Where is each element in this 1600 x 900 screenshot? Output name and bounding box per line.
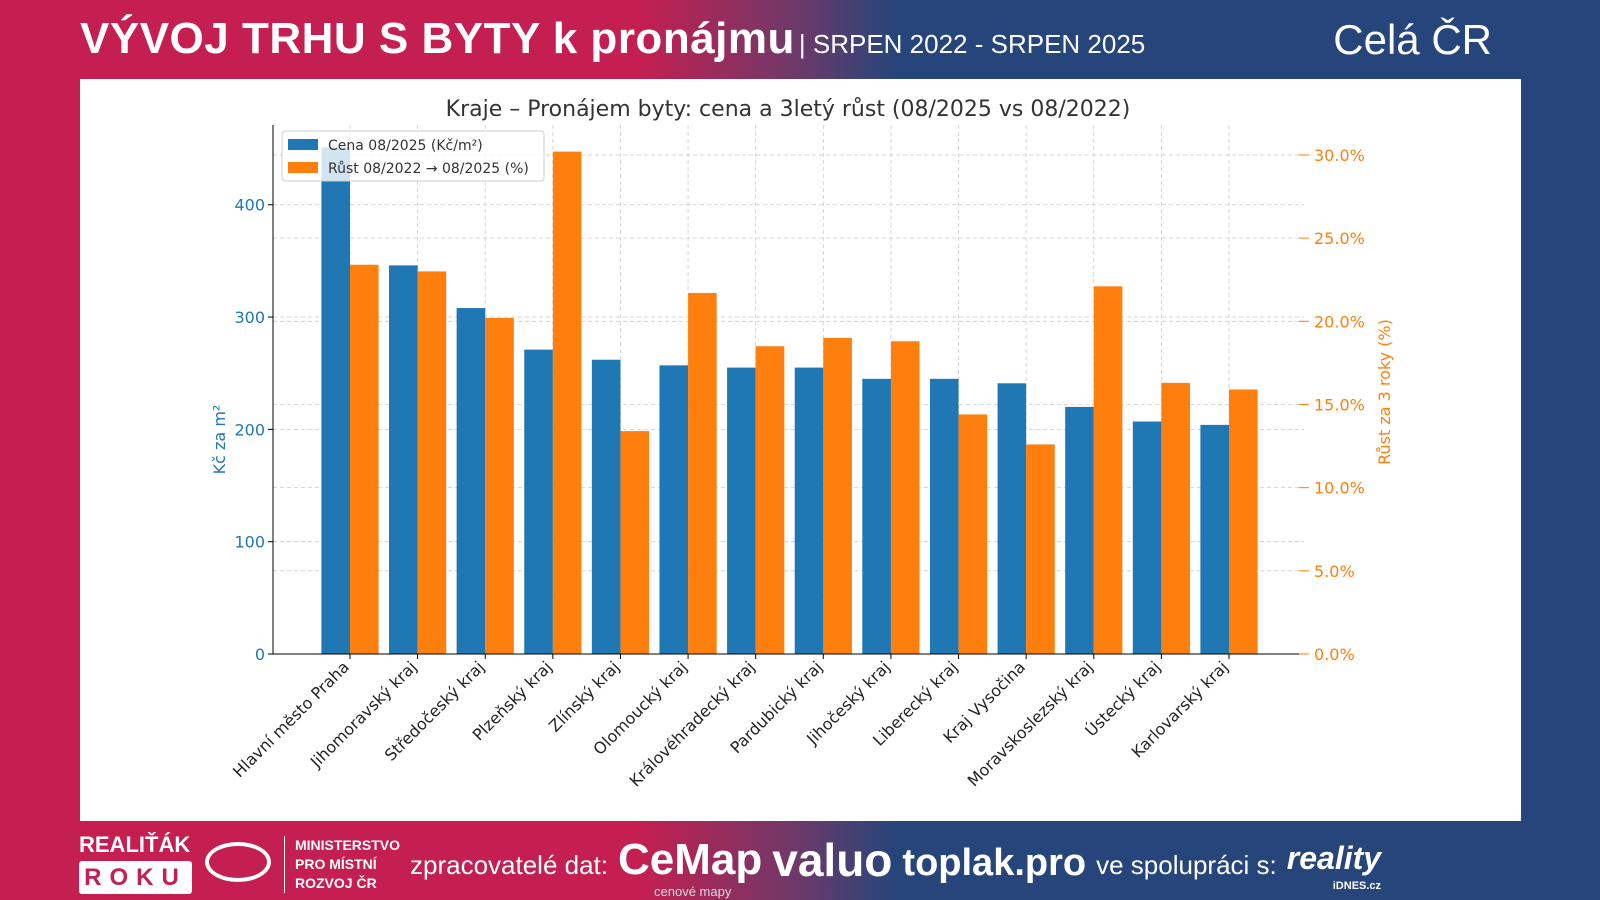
- bar-price: [929, 378, 959, 654]
- realitak-logo: REALIŤÁK: [79, 832, 191, 857]
- bar-growth: [620, 431, 650, 654]
- footer: REALIŤÁK ROKU MINISTERSTVO PRO MÍSTNÍ RO…: [0, 830, 1600, 900]
- mmr-line: PRO MÍSTNÍ: [295, 856, 377, 872]
- y2-tick-label: 10.0%: [1314, 479, 1365, 498]
- bar-growth: [755, 346, 785, 654]
- reality-block: reality iDNES.cz: [1287, 830, 1381, 900]
- chart-title: Kraje – Pronájem byty: cena a 3letý růst…: [446, 97, 1131, 122]
- bar-price: [591, 359, 621, 654]
- y2-tick-label: 5.0%: [1314, 562, 1355, 581]
- y2-tick-label: 30.0%: [1314, 146, 1365, 165]
- roku-badge: ROKU: [79, 861, 192, 894]
- footer-partners: zpracovatelé dat: CeMap cenové mapy valu…: [410, 830, 1381, 900]
- bar-growth: [1093, 286, 1123, 654]
- bar-growth: [688, 293, 717, 654]
- bar-price: [727, 367, 756, 654]
- y-tick-label: 400: [234, 196, 265, 215]
- y-tick-label: 100: [234, 533, 265, 552]
- bar-growth: [350, 264, 379, 654]
- bar-price: [1200, 424, 1229, 654]
- y2-tick-label: 25.0%: [1314, 229, 1365, 248]
- bar-growth: [485, 317, 514, 654]
- processors-label: zpracovatelé dat:: [410, 850, 609, 880]
- cemap-subtitle: cenové mapy: [654, 884, 732, 899]
- x-tick-label: Královéhradecký kraj: [626, 657, 759, 790]
- toplak-logo: toplak.pro: [902, 842, 1087, 884]
- idnes-label: iDNES.cz: [1332, 880, 1382, 892]
- mmr-text: MINISTERSTVO PRO MÍSTNÍ ROZVOJ ČR: [284, 836, 400, 893]
- bar-price: [659, 365, 689, 654]
- cemap-block: CeMap cenové mapy: [618, 830, 762, 900]
- y-tick-label: 300: [234, 308, 265, 327]
- reality-logo: reality: [1286, 840, 1382, 876]
- y2-tick-label: 20.0%: [1314, 312, 1365, 331]
- bar-growth: [417, 271, 447, 654]
- y-axis-label: Kč za m²: [210, 405, 229, 475]
- bar-price: [997, 383, 1027, 654]
- cemap-logo: CeMap: [618, 835, 763, 884]
- y2-tick-label: 15.0%: [1314, 395, 1365, 414]
- bar-price: [862, 378, 891, 654]
- bar-price: [794, 367, 824, 654]
- bar-price: [456, 308, 486, 654]
- mmr-logo-icon: [205, 842, 271, 882]
- bar-growth: [890, 341, 920, 654]
- bar-price: [389, 265, 418, 654]
- legend: [281, 130, 545, 182]
- bar-growth: [1161, 382, 1190, 654]
- bar-price: [1132, 421, 1162, 654]
- title-main: VÝVOJ TRHU S BYTY k pronájmu: [80, 14, 795, 63]
- valuo-logo: valuo: [772, 834, 893, 886]
- page-title: VÝVOJ TRHU S BYTY k pronájmu | SRPEN 2022…: [80, 14, 1145, 64]
- bar-growth: [1229, 389, 1258, 654]
- region-label: Celá ČR: [1333, 16, 1492, 63]
- bar-price: [321, 147, 350, 655]
- mmr-line: ROZVOJ ČR: [295, 875, 377, 891]
- cooperation-label: ve spolupráci s:: [1096, 850, 1277, 880]
- legend-swatch-growth: [288, 162, 318, 173]
- mmr-line: MINISTERSTVO: [295, 837, 401, 853]
- legend-label-growth: Růst 08/2022 → 08/2025 (%): [328, 161, 529, 177]
- y2-tick-label: 0.0%: [1314, 645, 1355, 664]
- y2-axis-label: Růst za 3 roky (%): [1375, 319, 1394, 465]
- legend-swatch-price: [288, 139, 318, 150]
- bar-growth: [1026, 444, 1055, 654]
- x-tick-label: Moravskoslezský kraj: [964, 657, 1097, 790]
- bar-growth: [552, 151, 582, 655]
- title-period: | SRPEN 2022 - SRPEN 2025: [798, 29, 1146, 59]
- bar-growth: [823, 337, 852, 654]
- x-tick-label: Hlavní město Praha: [229, 657, 353, 781]
- bar-price: [1065, 406, 1094, 654]
- y-tick-label: 200: [234, 420, 265, 439]
- legend-label-price: Cena 08/2025 (Kč/m²): [328, 138, 483, 154]
- y-tick-label: 0: [255, 645, 265, 664]
- bar-price: [524, 349, 553, 654]
- bar-growth: [958, 414, 988, 654]
